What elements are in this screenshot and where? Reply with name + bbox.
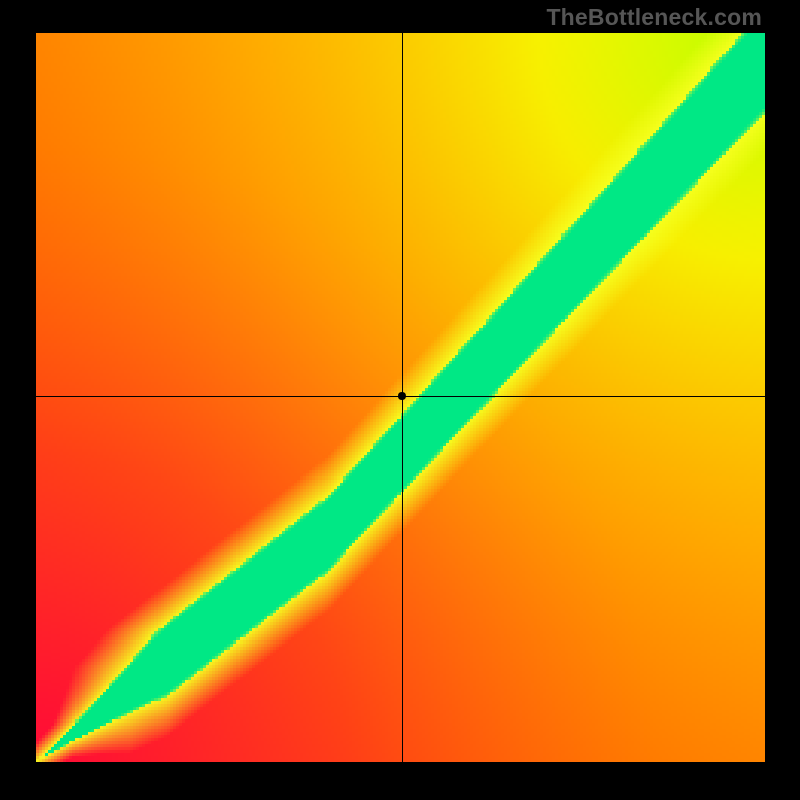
chart-container: TheBottleneck.com bbox=[0, 0, 800, 800]
bottleneck-heatmap bbox=[0, 0, 800, 800]
watermark-label: TheBottleneck.com bbox=[546, 4, 762, 31]
